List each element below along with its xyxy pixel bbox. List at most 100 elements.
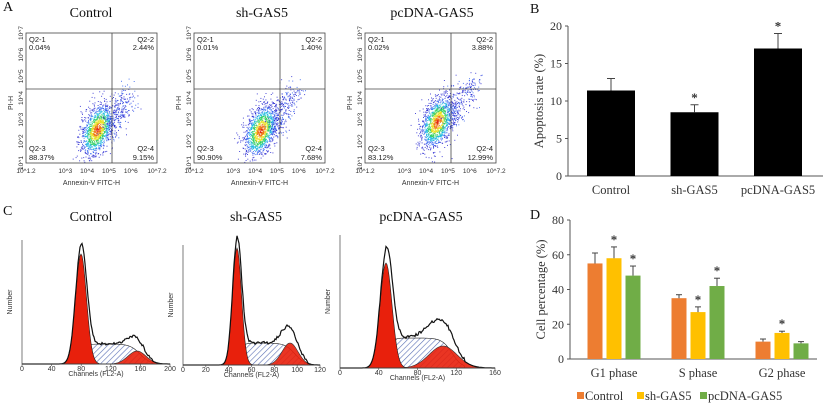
flow-event-dot <box>419 136 421 138</box>
flow-event-dot <box>439 111 441 113</box>
flow-event-dot <box>125 108 127 110</box>
flow-event-dot <box>94 139 96 141</box>
flow-event-dot <box>105 131 107 133</box>
flow-event-dot <box>435 113 437 115</box>
flow-event-dot <box>120 111 122 113</box>
flow-event-dot <box>103 135 105 137</box>
flow-event-dot <box>249 149 251 151</box>
flow-event-dot <box>92 154 94 156</box>
flow-event-dot <box>112 124 114 126</box>
flow-event-dot <box>78 141 79 143</box>
flow-event-dot <box>103 122 105 123</box>
flow-event-dot <box>137 95 139 97</box>
flow-event-dot <box>102 116 104 118</box>
flow-event-dot <box>448 114 450 116</box>
legend-swatch <box>700 392 707 399</box>
flow-event-dot <box>87 133 88 135</box>
flow-event-dot <box>109 123 111 125</box>
flow-event-dot <box>117 108 119 110</box>
flow-event-dot <box>445 121 447 123</box>
flow-event-dot <box>261 141 263 143</box>
quadrant-q2-2-value: 1.40% <box>301 43 323 52</box>
flow-event-dot <box>276 96 278 98</box>
flow-event-dot <box>87 121 89 123</box>
flow-event-dot <box>453 119 455 121</box>
flow-event-dot <box>76 141 78 142</box>
flow-event-dot <box>106 135 107 137</box>
flow-event-dot <box>268 117 270 119</box>
flow-event-dot <box>272 111 274 113</box>
flow-event-dot <box>435 106 437 108</box>
flow-event-dot <box>117 107 119 108</box>
flow-event-dot <box>82 143 83 145</box>
flow-event-dot <box>274 130 276 131</box>
flow-event-dot <box>445 90 447 92</box>
flow-event-dot <box>448 105 450 107</box>
flow-event-dot <box>304 94 306 96</box>
flow-event-dot <box>99 118 101 120</box>
flow-event-dot <box>277 99 279 101</box>
flow-event-dot <box>102 122 104 124</box>
flow-event-dot <box>275 118 277 120</box>
flow-event-dot <box>91 130 93 132</box>
flow-event-dot <box>441 132 443 133</box>
flow-event-dot <box>444 103 446 105</box>
flow-event-dot <box>433 117 435 119</box>
flow-event-dot <box>268 119 270 121</box>
flow-event-dot <box>255 137 257 139</box>
flow-event-dot <box>475 99 477 101</box>
flow-event-dot <box>425 111 427 113</box>
flow-event-dot <box>100 103 102 105</box>
flow-event-dot <box>90 133 92 135</box>
significance-asterisk: * <box>695 292 702 307</box>
flow-event-dot <box>116 110 118 111</box>
flow-event-dot <box>253 146 255 148</box>
flow-event-dot <box>97 138 99 140</box>
flow-event-dot <box>108 123 110 125</box>
flow-event-dot <box>439 131 441 133</box>
flow-event-dot <box>459 92 461 94</box>
flow-event-dot <box>90 122 92 124</box>
flow-event-dot <box>427 142 429 144</box>
flow-event-dot <box>89 145 91 147</box>
flow-event-dot <box>88 155 90 157</box>
quadrant-q2-4-value: 7.68% <box>301 153 323 162</box>
flow-event-dot <box>266 103 268 105</box>
flow-event-dot <box>95 148 97 149</box>
flow-event-dot <box>90 136 92 138</box>
flow-event-dot <box>435 104 437 106</box>
flow-event-dot <box>444 122 446 124</box>
flow-event-dot <box>125 105 127 107</box>
flow-event-dot <box>439 99 440 101</box>
flow-event-dot <box>253 152 255 154</box>
flow-event-dot <box>94 116 96 118</box>
flow-event-dot <box>435 115 437 116</box>
flow-event-dot <box>437 122 439 124</box>
flow-event-dot <box>417 135 419 137</box>
flow-event-dot <box>89 128 90 130</box>
flow-event-dot <box>92 116 94 118</box>
flow-event-dot <box>101 129 102 131</box>
flow-event-dot <box>93 134 95 136</box>
flow-event-dot <box>466 101 468 103</box>
flow-event-dot <box>102 135 104 137</box>
flow-event-dot <box>446 135 448 137</box>
flow-event-dot <box>421 147 423 149</box>
flow-event-dot <box>248 147 250 149</box>
flow-event-dot <box>260 97 262 99</box>
flow-event-dot <box>441 107 443 109</box>
flow-event-dot <box>262 130 264 132</box>
flow-event-dot <box>101 121 102 122</box>
flow-event-dot <box>254 111 256 113</box>
flow-event-dot <box>459 87 461 89</box>
flow-event-dot <box>84 151 86 153</box>
flow-event-dot <box>431 142 433 144</box>
flow-event-dot <box>95 121 96 123</box>
flow-event-dot <box>428 112 430 114</box>
flow-event-dot <box>437 130 439 132</box>
flow-event-dot <box>429 118 431 120</box>
flow-event-dot <box>441 98 443 100</box>
flow-event-dot <box>440 114 442 116</box>
flow-event-dot <box>114 105 116 107</box>
flow-event-dot <box>426 141 428 143</box>
